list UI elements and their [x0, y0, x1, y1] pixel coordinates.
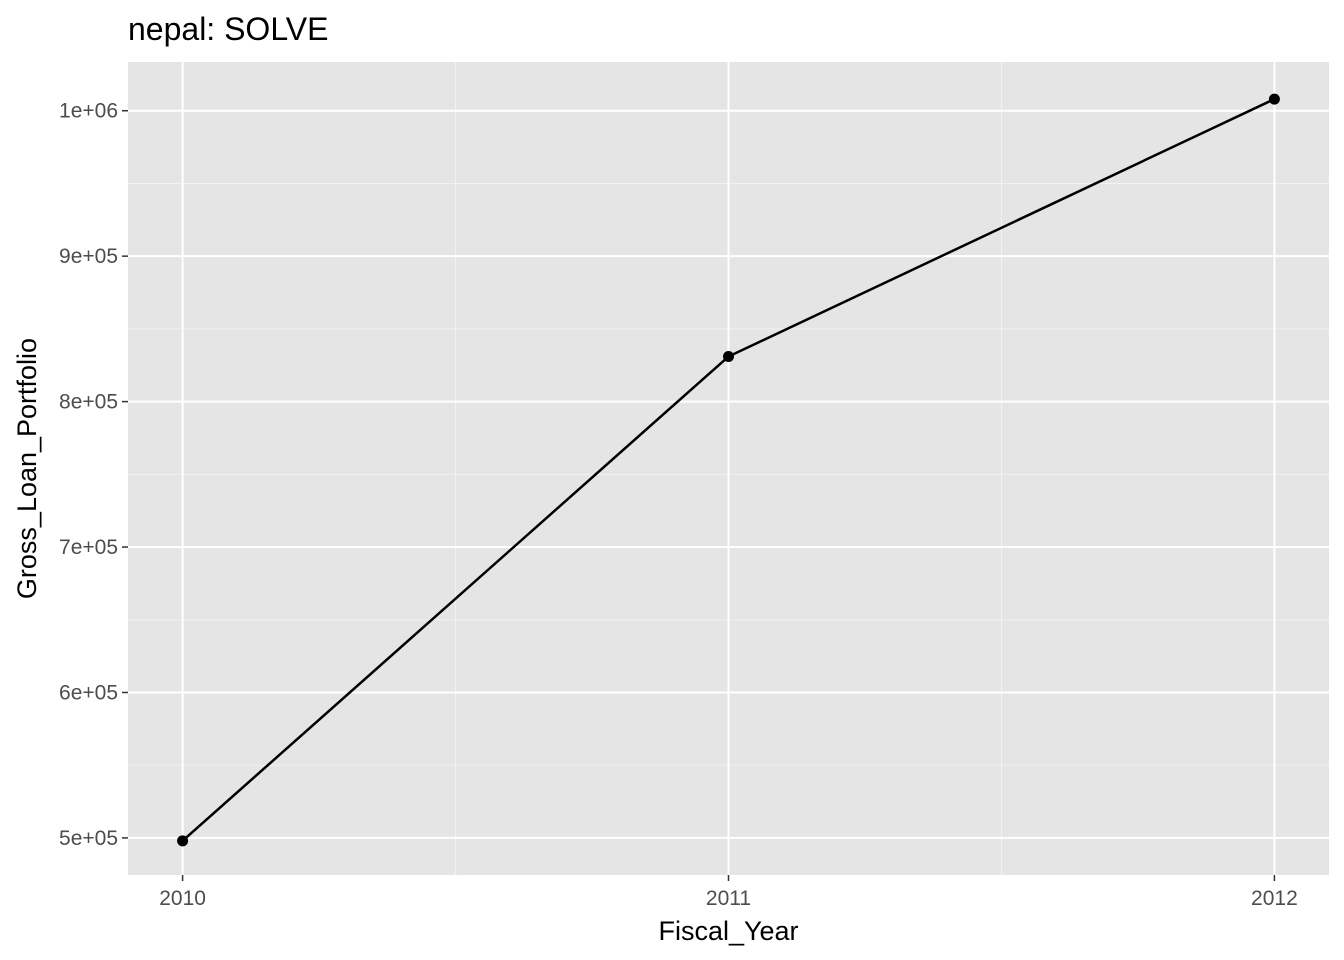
y-tick-label: 8e+05 — [59, 391, 118, 414]
chart-title: nepal: SOLVE — [128, 11, 328, 47]
y-tick-label: 1e+06 — [59, 100, 118, 123]
minor-grid-x — [455, 62, 1002, 875]
y-tick-label: 7e+05 — [59, 536, 118, 559]
data-point — [1268, 93, 1280, 105]
x-axis-title: Fiscal_Year — [658, 916, 798, 946]
data-point — [723, 351, 734, 363]
x-axis: 2010 2011 2012 — [159, 875, 1298, 910]
y-tick-label: 5e+05 — [59, 827, 118, 850]
x-tick-label: 2012 — [1251, 887, 1298, 910]
data-point — [177, 835, 189, 847]
x-tick-label: 2011 — [706, 887, 751, 910]
points-layer — [177, 93, 1280, 847]
y-axis: 5e+05 6e+05 7e+05 8e+05 9e+05 1e+06 — [59, 100, 128, 850]
y-axis-title: Gross_Loan_Portfolio — [12, 338, 42, 599]
y-tick-label: 6e+05 — [59, 681, 118, 704]
y-tick-label: 9e+05 — [59, 245, 118, 268]
x-tick-label: 2010 — [159, 887, 206, 910]
major-grid-x — [181, 62, 1276, 875]
